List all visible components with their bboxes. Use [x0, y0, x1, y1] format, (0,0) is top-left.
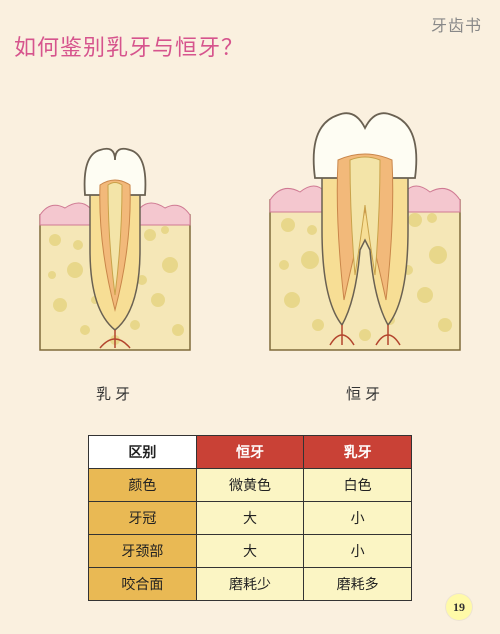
table-corner-cell: 区别 [89, 436, 197, 469]
table-cell: 磨耗多 [304, 568, 412, 601]
permanent-tooth-figure: 恒牙 [260, 100, 470, 404]
table-header-row: 区别 恒牙 乳牙 [89, 436, 412, 469]
table-row-label: 牙颈部 [89, 535, 197, 568]
table-cell: 大 [196, 535, 304, 568]
baby-tooth-caption: 乳牙 [30, 383, 200, 404]
comparison-table: 区别 恒牙 乳牙 颜色 微黄色 白色 牙冠 大 小 牙颈部 大 小 咬合面 磨耗… [88, 435, 412, 601]
baby-tooth-svg [30, 130, 200, 360]
table-cell: 微黄色 [196, 469, 304, 502]
page-number-badge: 19 [446, 594, 472, 620]
permanent-tooth-caption: 恒牙 [260, 383, 470, 404]
table-cell: 磨耗少 [196, 568, 304, 601]
table-cell: 小 [304, 502, 412, 535]
table-row: 颜色 微黄色 白色 [89, 469, 412, 502]
table-row: 牙颈部 大 小 [89, 535, 412, 568]
table-row: 咬合面 磨耗少 磨耗多 [89, 568, 412, 601]
table-cell: 大 [196, 502, 304, 535]
table-cell: 小 [304, 535, 412, 568]
table-row-label: 颜色 [89, 469, 197, 502]
baby-tooth-figure: 乳牙 [30, 130, 200, 404]
table-cell: 白色 [304, 469, 412, 502]
permanent-tooth-svg [260, 100, 470, 360]
table-header-col1: 恒牙 [196, 436, 304, 469]
table-row-label: 咬合面 [89, 568, 197, 601]
table-row: 牙冠 大 小 [89, 502, 412, 535]
page-heading: 如何鉴别乳牙与恒牙？ [14, 30, 244, 62]
teeth-illustrations: 乳牙 [0, 100, 500, 404]
table-row-label: 牙冠 [89, 502, 197, 535]
table-header-col2: 乳牙 [304, 436, 412, 469]
book-title: 牙齿书 [431, 12, 482, 36]
